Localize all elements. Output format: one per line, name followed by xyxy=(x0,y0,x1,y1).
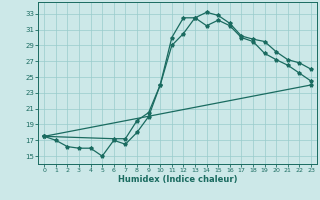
X-axis label: Humidex (Indice chaleur): Humidex (Indice chaleur) xyxy=(118,175,237,184)
